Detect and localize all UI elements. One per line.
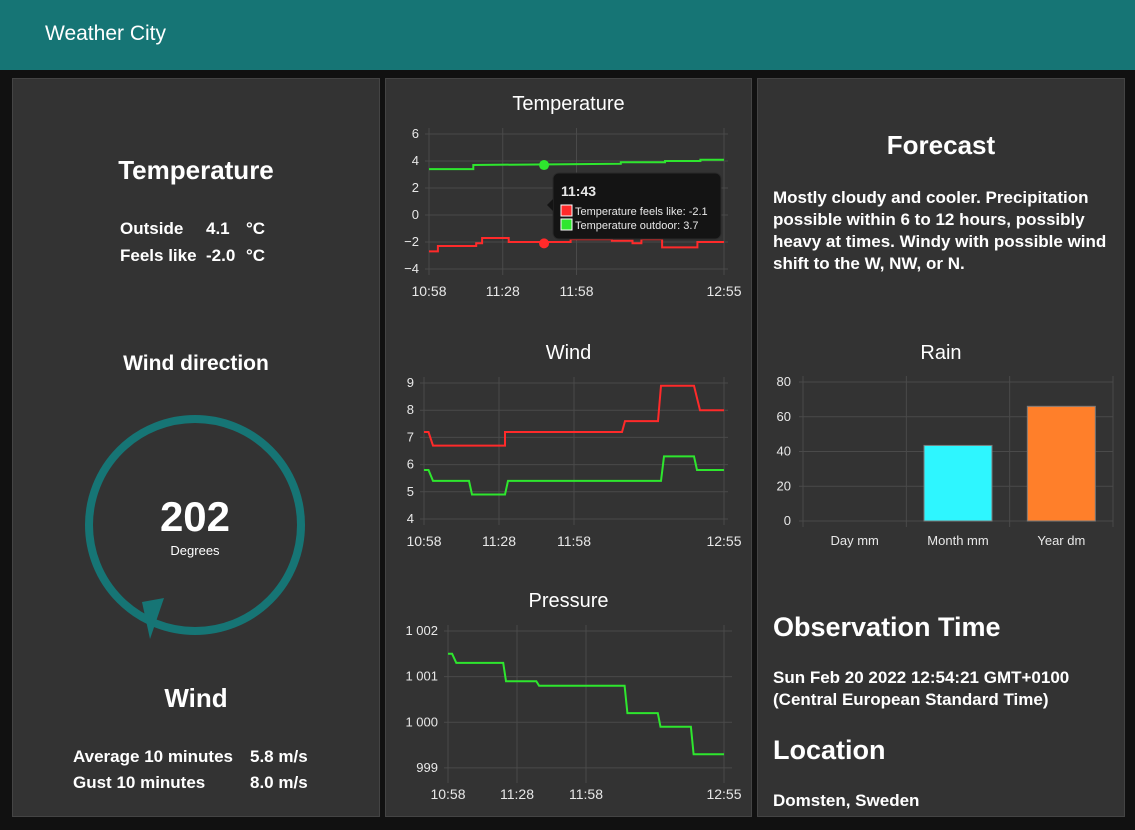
tooltip-swatch-feels (560, 204, 573, 217)
wind-x-tick-label: 11:28 (482, 533, 516, 549)
pressure-y-tick-label: 999 (416, 760, 438, 775)
wind-direction-unit: Degrees (170, 543, 220, 558)
wind-y-tick-label: 4 (407, 511, 414, 526)
observation-time-line1: Sun Feb 20 2022 12:54:21 GMT+0100 (773, 668, 1070, 687)
observation-time-heading: Observation Time (773, 612, 1001, 642)
pressure-chart[interactable]: 1 002 1 001 1 000 999 10:58 11:28 11:58 12:55 (386, 617, 751, 812)
pressure-x-tick-label: 11:28 (500, 786, 534, 802)
average-wind-value: 5.8 m/s (250, 747, 308, 766)
wind-direction-heading: Wind direction (123, 352, 269, 375)
rain-y-tick-label: 0 (784, 513, 791, 528)
temperature-y-tick-label: 6 (412, 126, 419, 141)
charts-panel: Temperature 6 4 2 0 −2 −4 10:58 11:28 11:58 12:55… (385, 78, 752, 817)
temperature-hover-point-outdoor (539, 160, 550, 171)
temperature-heading: Temperature (118, 155, 274, 185)
tooltip-swatch-outdoor (560, 218, 573, 231)
tooltip-line-outdoor: Temperature outdoor: 3.7 (575, 220, 699, 232)
tooltip-time: 11:43 (561, 183, 596, 199)
tooltip-arrow (547, 199, 553, 211)
forecast-heading: Forecast (886, 130, 996, 160)
temperature-series-line-0 (429, 158, 724, 171)
wind-chart-title: Wind (545, 342, 592, 364)
feels-like-unit: °C (246, 246, 266, 265)
pressure-x-tick-label: 11:58 (569, 786, 603, 802)
wind-x-tick-label: 12:55 (706, 533, 741, 549)
temperature-y-tick-label: 2 (412, 180, 419, 195)
forecast-text: Mostly cloudy and cooler. Precipitation … (773, 188, 1107, 273)
rain-bar-1 (923, 444, 993, 522)
temperature-x-tick-label: 11:28 (486, 283, 520, 299)
wind-series-line-1 (424, 455, 724, 496)
pressure-y-tick-label: 1 002 (405, 623, 438, 638)
temperature-y-tick-label: −2 (404, 234, 419, 249)
wind-series-line-0 (424, 384, 724, 447)
pressure-y-tick-label: 1 001 (405, 669, 438, 684)
gust-wind-value: 8.0 m/s (250, 773, 308, 792)
temperature-y-tick-label: −4 (404, 261, 419, 276)
wind-y-tick-label: 5 (407, 484, 414, 499)
tooltip-line-feels: Temperature feels like: -2.1 (575, 206, 708, 218)
wind-direction-gauge (85, 415, 305, 639)
rain-chart[interactable]: 80 60 40 20 0 Day mm Month mm Year dm (758, 369, 1124, 559)
outside-label: Outside (120, 219, 184, 238)
outside-unit: °C (246, 219, 266, 238)
rain-y-tick-label: 60 (777, 409, 791, 424)
outside-value: 4.1 (206, 219, 230, 238)
wind-x-tick-label: 11:58 (557, 533, 591, 549)
gust-wind-label: Gust 10 minutes (73, 773, 206, 792)
temperature-x-tick-label: 10:58 (411, 283, 446, 299)
pressure-x-tick-label: 10:58 (430, 786, 465, 802)
rain-y-tick-label: 80 (777, 374, 791, 389)
rain-chart-title: Rain (920, 342, 962, 364)
wind-heading: Wind (164, 683, 228, 713)
location-value: Domsten, Sweden (773, 791, 920, 810)
rain-bar-2 (1026, 405, 1096, 522)
rain-x-tick-label: Month mm (927, 533, 988, 548)
observation-time-line2: (Central European Standard Time) (773, 690, 1049, 709)
gauge-ring (85, 415, 305, 635)
rain-x-tick-label: Year dm (1037, 533, 1085, 548)
wind-direction-pointer-icon (142, 598, 164, 639)
app-title: Weather City (45, 22, 166, 45)
pressure-x-tick-label: 12:55 (706, 786, 741, 802)
current-conditions-panel: Temperature Outside 4.1 °C Feels like -2… (12, 78, 380, 817)
feels-like-label: Feels like (120, 246, 197, 265)
temperature-y-tick-label: 0 (412, 207, 419, 222)
wind-y-tick-label: 8 (407, 402, 414, 417)
temperature-x-tick-label: 12:55 (706, 283, 741, 299)
wind-y-tick-label: 9 (407, 375, 414, 390)
temperature-hover-point-feels (539, 238, 550, 249)
wind-direction-value: 202 (159, 493, 231, 540)
temperature-tooltip: 11:43 Temperature feels like: -2.1 Tempera… (547, 172, 722, 240)
location-heading: Location (773, 735, 886, 765)
rain-y-tick-label: 20 (777, 478, 791, 493)
temperature-chart[interactable]: 6 4 2 0 −2 −4 10:58 11:28 11:58 12:55 11:43 Tempera… (386, 119, 751, 309)
temperature-x-tick-label: 11:58 (560, 283, 594, 299)
average-wind-label: Average 10 minutes (73, 747, 233, 766)
feels-like-value: -2.0 (206, 246, 236, 265)
wind-y-tick-label: 6 (407, 457, 414, 472)
wind-chart[interactable]: 9 8 7 6 5 4 10:58 11:28 11:58 12:55 (386, 369, 751, 559)
wind-x-tick-label: 10:58 (406, 533, 441, 549)
pressure-y-tick-label: 1 000 (405, 714, 438, 729)
wind-y-tick-label: 7 (407, 429, 414, 444)
pressure-series-line-0 (448, 652, 724, 756)
rain-x-tick-label: Day mm (830, 533, 878, 548)
forecast-panel: Forecast Mostly cloudy and cooler. Preci… (757, 78, 1125, 817)
temperature-y-tick-label: 4 (412, 153, 419, 168)
temperature-chart-title: Temperature (512, 93, 625, 115)
app-header: Weather City (0, 0, 1135, 70)
rain-y-tick-label: 40 (777, 444, 791, 459)
pressure-chart-title: Pressure (528, 590, 609, 612)
